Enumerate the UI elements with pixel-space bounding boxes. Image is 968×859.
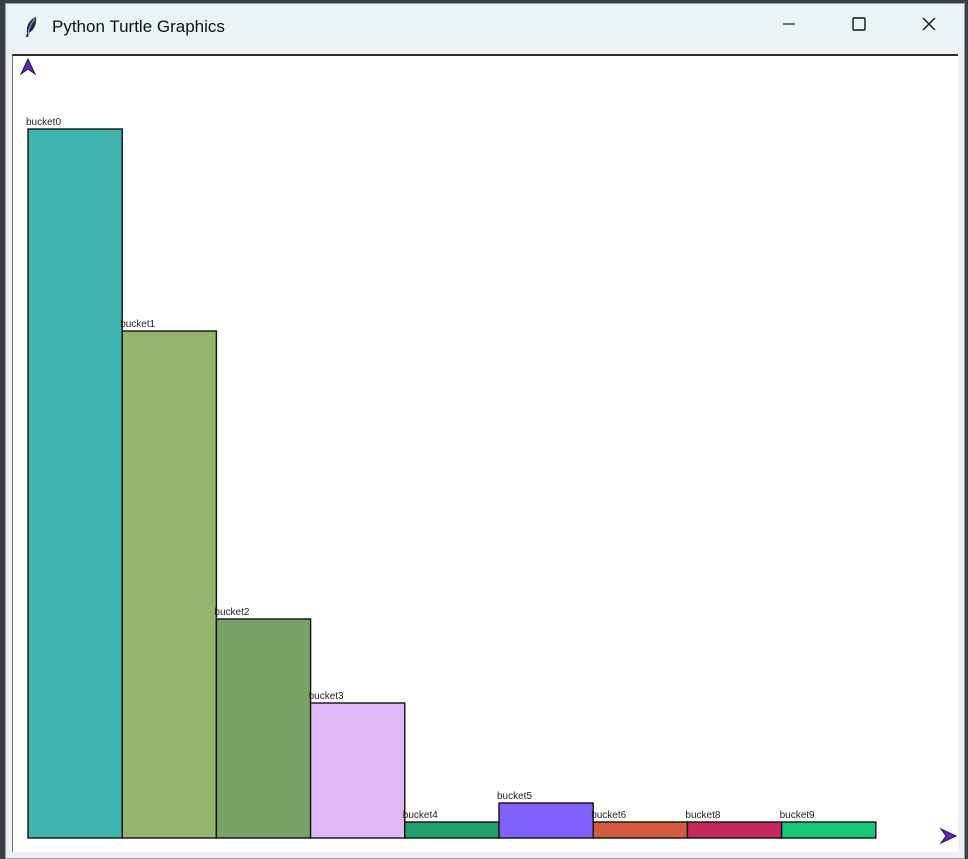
window-controls <box>754 4 964 49</box>
bar-label-bucket3: bucket3 <box>309 691 344 702</box>
bar-bucket2 <box>215 618 312 839</box>
bar-bucket5 <box>498 802 594 839</box>
maximize-button[interactable] <box>824 4 894 49</box>
y-axis-turtle-icon <box>19 57 37 76</box>
bar-bucket9 <box>780 821 877 839</box>
bar-label-bucket1: bucket1 <box>120 319 155 330</box>
bar-label-bucket2: bucket2 <box>214 607 249 618</box>
bar-label-bucket4: bucket4 <box>403 810 438 821</box>
bar-chart: bucket0 bucket1 bucket2 bucket3 bucket4 bucke… <box>19 57 958 845</box>
turtle-canvas[interactable]: bucket0 bucket1 bucket2 bucket3 bucket4 bucke… <box>12 54 958 852</box>
bar-label-bucket5: bucket5 <box>497 791 532 802</box>
close-button[interactable] <box>894 4 964 49</box>
bar-label-bucket6: bucket6 <box>591 810 626 821</box>
bar-bucket6 <box>592 821 689 839</box>
turtle-window: Python Turtle Graphics bucket0 bucket <box>5 3 965 859</box>
bar-bucket4 <box>404 821 500 839</box>
window-title: Python Turtle Graphics <box>52 16 225 36</box>
title-bar[interactable]: Python Turtle Graphics <box>6 4 964 49</box>
feather-icon <box>20 16 42 38</box>
bar-bucket0 <box>27 128 123 839</box>
bar-bucket3 <box>309 702 406 839</box>
close-icon <box>921 16 937 37</box>
bar-bucket8 <box>686 821 783 839</box>
x-axis-turtle-icon <box>939 827 958 845</box>
maximize-icon <box>851 16 867 37</box>
minimize-button[interactable] <box>754 4 824 49</box>
bar-bucket1 <box>121 330 218 839</box>
bar-label-bucket9: bucket9 <box>780 810 815 821</box>
minimize-icon <box>781 16 797 37</box>
bar-label-bucket8: bucket8 <box>685 810 720 821</box>
bar-label-bucket0: bucket0 <box>26 117 61 128</box>
